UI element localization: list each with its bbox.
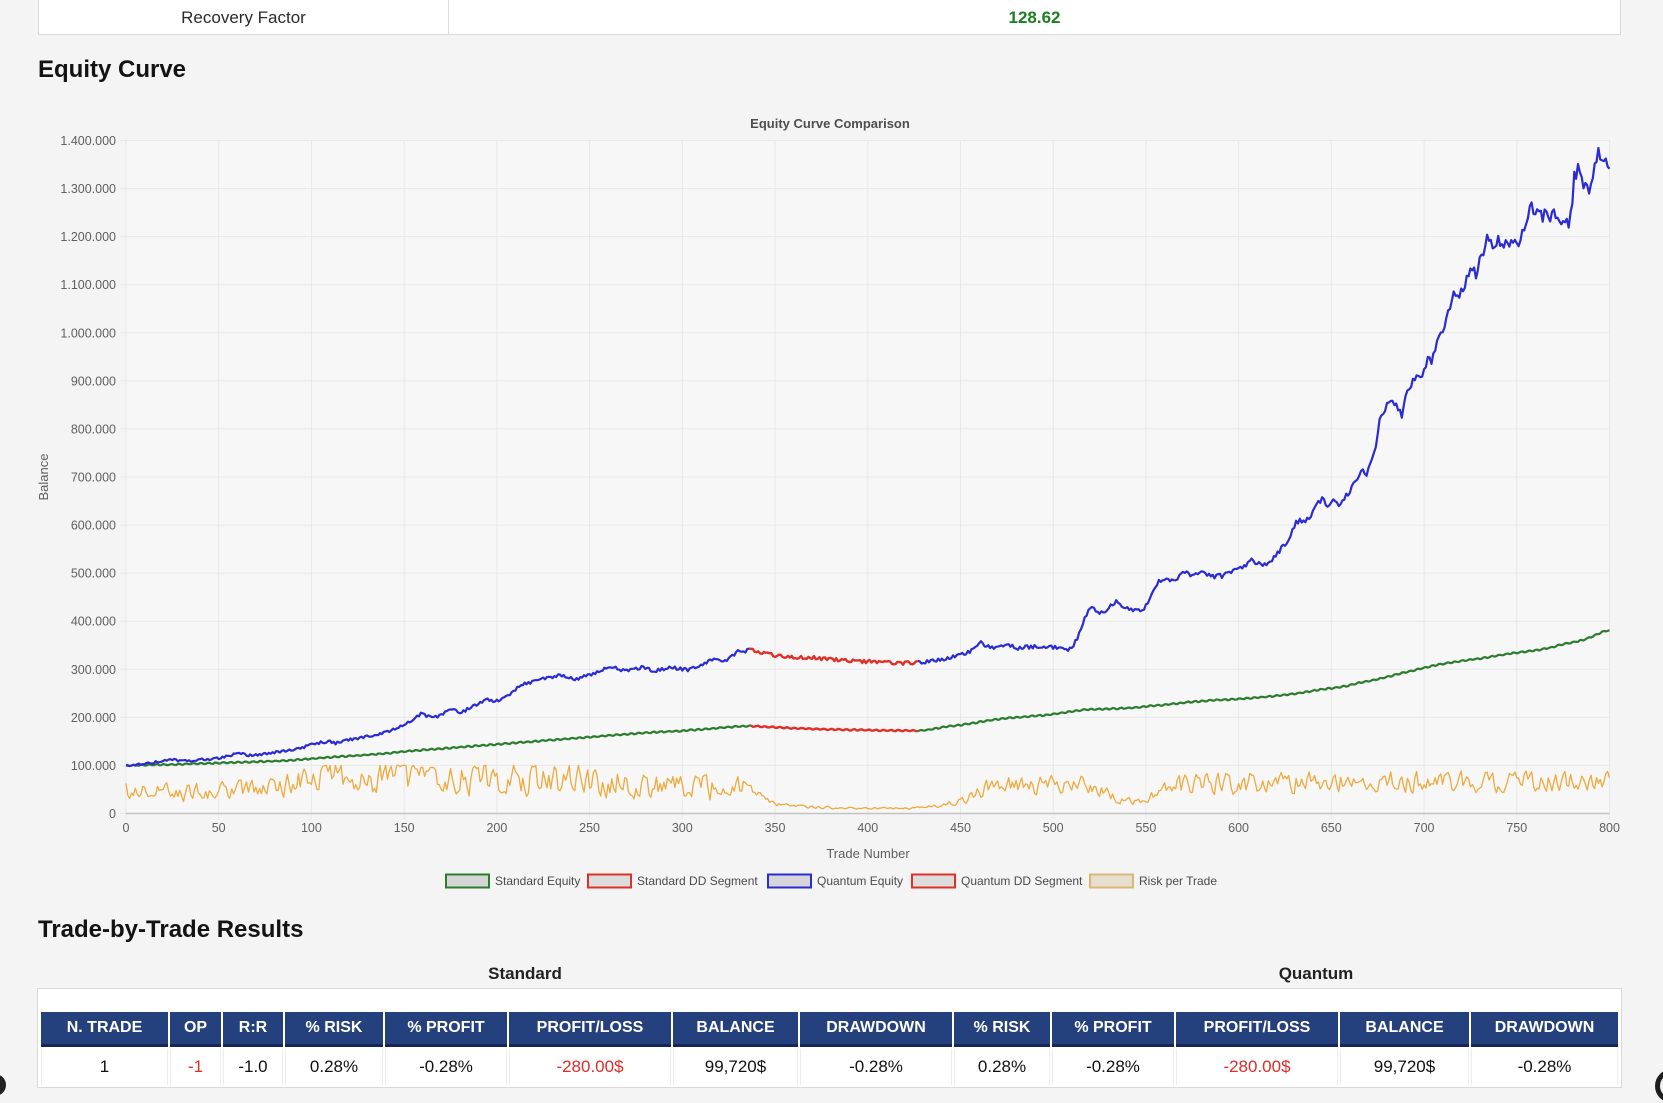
svg-text:800: 800 xyxy=(1599,821,1620,835)
svg-text:100.000: 100.000 xyxy=(71,759,116,773)
svg-text:300.000: 300.000 xyxy=(71,663,116,677)
svg-text:500: 500 xyxy=(1043,821,1064,835)
svg-text:400.000: 400.000 xyxy=(71,615,116,629)
svg-text:Risk per Trade: Risk per Trade xyxy=(1139,874,1217,888)
svg-text:750: 750 xyxy=(1506,821,1527,835)
svg-text:0: 0 xyxy=(123,821,130,835)
svg-text:350: 350 xyxy=(765,821,786,835)
svg-text:Trade Number: Trade Number xyxy=(826,846,910,861)
svg-text:600: 600 xyxy=(1228,821,1249,835)
svg-text:900.000: 900.000 xyxy=(71,374,116,388)
svg-text:300: 300 xyxy=(672,821,693,835)
svg-text:200: 200 xyxy=(486,821,507,835)
svg-text:50: 50 xyxy=(212,821,226,835)
svg-text:1.000.000: 1.000.000 xyxy=(60,326,116,340)
svg-text:650: 650 xyxy=(1321,821,1342,835)
svg-text:400: 400 xyxy=(857,821,878,835)
svg-text:Standard DD Segment: Standard DD Segment xyxy=(637,874,758,888)
svg-text:Balance: Balance xyxy=(36,454,51,501)
svg-text:Standard Equity: Standard Equity xyxy=(495,874,580,888)
svg-text:450: 450 xyxy=(950,821,971,835)
svg-text:1.200.000: 1.200.000 xyxy=(60,230,116,244)
svg-text:150: 150 xyxy=(394,821,415,835)
svg-text:500.000: 500.000 xyxy=(71,567,116,581)
svg-text:0: 0 xyxy=(109,807,116,821)
svg-text:600.000: 600.000 xyxy=(71,519,116,533)
svg-text:800.000: 800.000 xyxy=(71,422,116,436)
svg-text:200.000: 200.000 xyxy=(71,711,116,725)
svg-text:1.100.000: 1.100.000 xyxy=(60,278,116,292)
svg-text:100: 100 xyxy=(301,821,322,835)
svg-text:Quantum DD Segment: Quantum DD Segment xyxy=(961,874,1083,888)
svg-text:1.300.000: 1.300.000 xyxy=(60,182,116,196)
svg-text:Equity Curve Comparison: Equity Curve Comparison xyxy=(750,116,910,131)
svg-text:1.400.000: 1.400.000 xyxy=(60,134,116,148)
svg-text:550: 550 xyxy=(1135,821,1156,835)
svg-text:Quantum Equity: Quantum Equity xyxy=(817,874,903,888)
svg-text:250: 250 xyxy=(579,821,600,835)
svg-text:700.000: 700.000 xyxy=(71,471,116,485)
svg-text:700: 700 xyxy=(1414,821,1435,835)
